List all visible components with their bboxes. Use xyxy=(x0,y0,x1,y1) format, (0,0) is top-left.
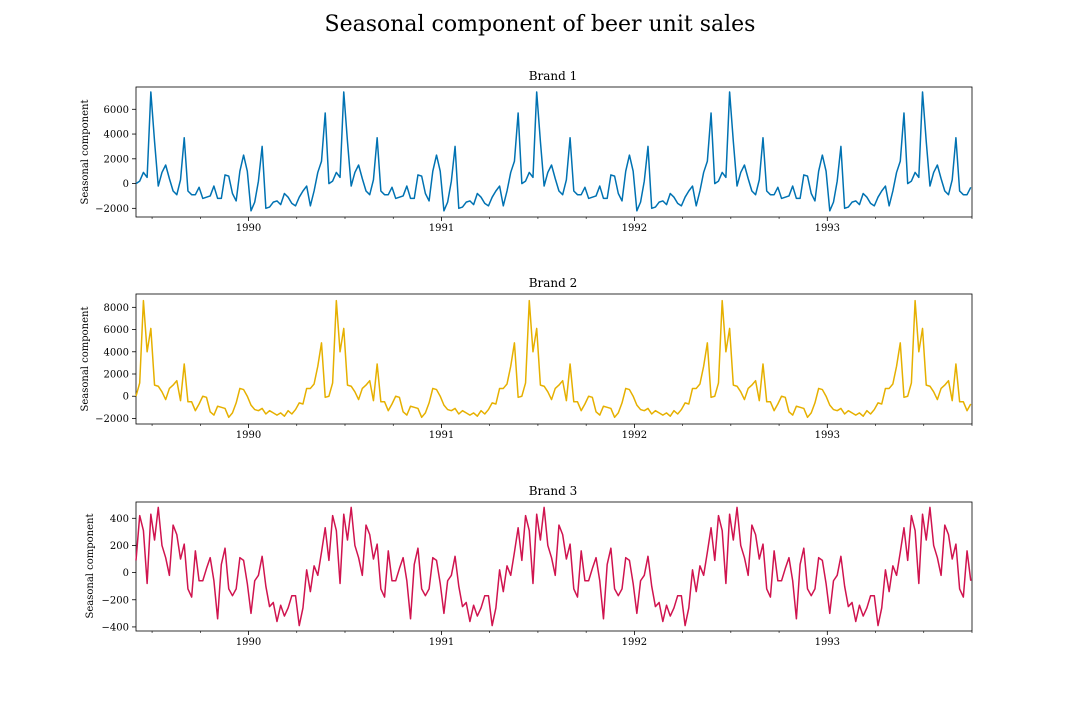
brand-3-xtick-label: 1990 xyxy=(236,637,261,648)
brand-1-xtick-label: 1992 xyxy=(622,223,647,234)
brand-1-ytick-label: 4000 xyxy=(104,130,129,141)
brand-2-xtick-label: 1990 xyxy=(236,430,261,441)
brand-3-title: Brand 3 xyxy=(529,484,578,498)
brand-1-chart: Brand 1 Seasonal component −2000 0 2000 400… xyxy=(80,69,973,234)
brand-1-ylabel: Seasonal component xyxy=(80,99,91,204)
brand-2-ytick-label: −2000 xyxy=(95,414,129,425)
brand-3-xtick-label: 1993 xyxy=(815,637,840,648)
brand-3-chart: Brand 3 Seasonal component −400 −200 0 200 4… xyxy=(85,484,973,648)
brand-1-ytick-label: 6000 xyxy=(104,105,129,116)
brand-3-ytick-label: −200 xyxy=(102,595,129,606)
brand-1-xtick-label: 1990 xyxy=(236,223,261,234)
brand-3-ytick-label: 200 xyxy=(110,541,129,552)
brand-2-chart: Brand 2 Seasonal component −2000 0 2000 400… xyxy=(80,276,973,441)
brand-2-xtick-label: 1993 xyxy=(815,430,840,441)
brand-3-ytick-label: 0 xyxy=(123,568,129,579)
brand-3-xtick-label: 1991 xyxy=(429,637,454,648)
brand-2-axes-frame xyxy=(135,293,973,425)
brand-3-ylabel: Seasonal component xyxy=(85,513,96,618)
brand-1-seasonal-line xyxy=(135,91,972,212)
brand-1-ytick-label: −2000 xyxy=(95,204,129,215)
brand-1-axes-frame xyxy=(135,86,973,218)
brand-3-xtick-label: 1992 xyxy=(622,637,647,648)
brand-2-ytick-label: 2000 xyxy=(104,370,129,381)
brand-2-xtick-label: 1992 xyxy=(622,430,647,441)
brand-2-ytick-label: 8000 xyxy=(104,303,129,314)
brand-2-ytick-label: 4000 xyxy=(104,347,129,358)
brand-2-ylabel: Seasonal component xyxy=(80,306,91,411)
brand-3-seasonal-line xyxy=(135,506,972,627)
brand-2-seasonal-line xyxy=(135,299,972,419)
brand-1-title: Brand 1 xyxy=(529,69,578,83)
brand-3-ytick-label: −400 xyxy=(102,622,129,633)
brand-3-axes-frame xyxy=(135,501,973,632)
brand-1-xtick-label: 1991 xyxy=(429,223,454,234)
brand-1-ytick-label: 0 xyxy=(123,179,129,190)
brand-1-ytick-label: 2000 xyxy=(104,154,129,165)
brand-1-xtick-label: 1993 xyxy=(815,223,840,234)
brand-2-ytick-label: 6000 xyxy=(104,325,129,336)
brand-2-xtick-label: 1991 xyxy=(429,430,454,441)
brand-3-ytick-label: 400 xyxy=(110,514,129,525)
figure-title: Seasonal component of beer unit sales xyxy=(325,12,756,37)
brand-2-title: Brand 2 xyxy=(529,276,578,290)
brand-2-ytick-label: 0 xyxy=(123,392,129,403)
